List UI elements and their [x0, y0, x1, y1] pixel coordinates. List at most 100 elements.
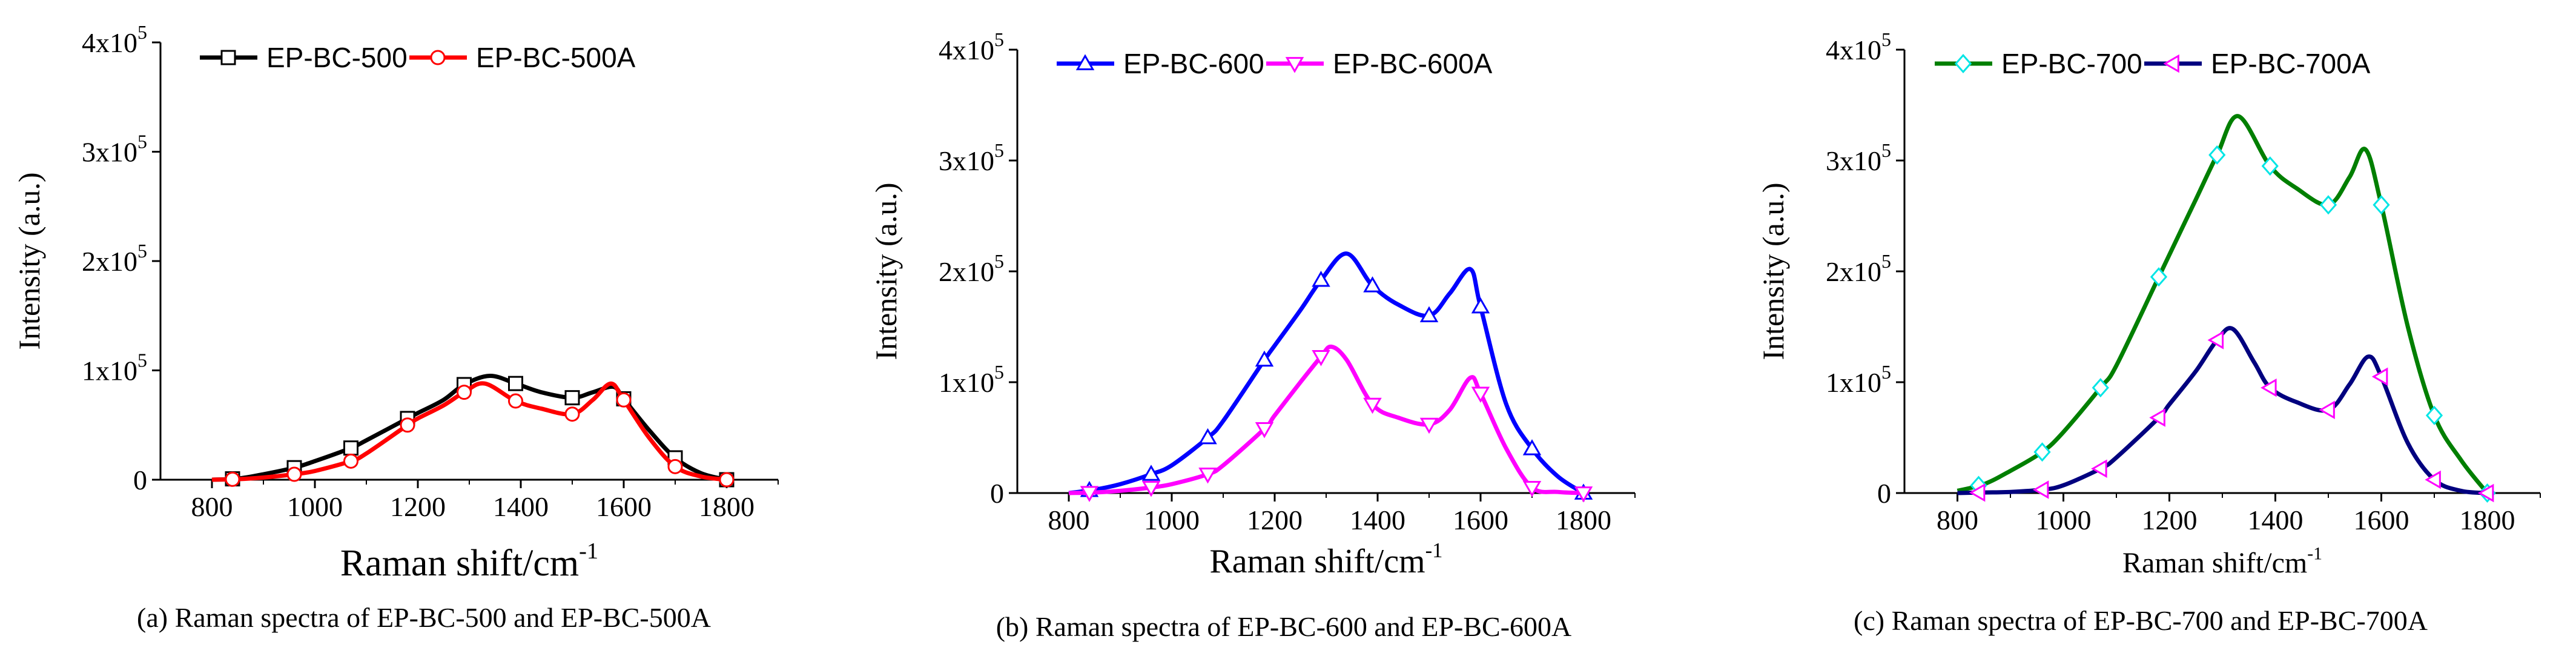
data-point-marker: [508, 376, 523, 391]
x-tick-label: 800: [1937, 505, 1978, 535]
data-point-marker: [1471, 297, 1490, 314]
legend-label: EP-BC-600A: [1333, 48, 1493, 79]
legend-label: EP-BC-500: [266, 42, 408, 73]
data-point-marker: [1363, 397, 1382, 414]
legend-item: EP-BC-700: [1935, 48, 2142, 79]
series-line: [211, 373, 727, 482]
legend-label: EP-BC-700: [2001, 48, 2142, 79]
data-point-marker: [508, 393, 523, 409]
data-point-marker: [1255, 350, 1274, 367]
legend-swatch-marker: [1075, 54, 1095, 70]
legend-label: EP-BC-500A: [476, 42, 636, 73]
data-point-marker: [2425, 405, 2443, 425]
y-tick-label: 2x105: [82, 240, 147, 277]
y-tick-label: 0: [133, 465, 147, 495]
y-tick-label: 4x105: [82, 21, 147, 58]
data-point-marker: [1969, 483, 1986, 502]
data-point-marker: [1198, 468, 1217, 484]
data-point-marker: [564, 406, 580, 422]
x-tick-label: 1800: [2460, 505, 2515, 535]
legend-swatch-marker: [1954, 53, 1972, 74]
data-point-marker: [2208, 145, 2226, 165]
legend-item: EP-BC-600: [1057, 48, 1264, 79]
panel-caption: (c) Raman spectra of EP-BC-700 and EP-BC…: [1854, 605, 2428, 636]
y-tick-label: 1x105: [1826, 361, 1891, 398]
data-point-marker: [2092, 378, 2109, 398]
y-tick-label: 3x105: [1826, 139, 1891, 176]
data-point-marker: [2477, 483, 2494, 503]
x-tick-label: 1200: [2142, 505, 2198, 535]
data-point-marker: [1522, 439, 1542, 455]
y-tick-label: 4x105: [1826, 28, 1891, 65]
legend-label: EP-BC-600: [1123, 48, 1264, 79]
x-tick-label: 800: [191, 491, 233, 522]
data-point-marker: [286, 466, 302, 482]
y-tick-label: 1x105: [82, 349, 147, 386]
chart-panel-3: 800 1000 1200 1400 1600 1800 0 1x105 2x105 3x105 4…: [1756, 28, 2541, 636]
data-point-marker: [2149, 408, 2165, 427]
y-axis-title: Intensity (a.u.): [1756, 183, 1790, 360]
y-tick-label: 0: [1877, 478, 1891, 509]
x-tick-label: 1400: [1350, 505, 1405, 535]
y-tick-label: 2x105: [1826, 250, 1891, 287]
x-axis-title: Raman shift/cm-1: [340, 538, 598, 584]
y-axis-title: Intensity (a.u.): [869, 183, 903, 360]
legend: EP-BC-700 EP-BC-700A: [1935, 48, 2371, 79]
y-tick-label: 3x105: [939, 139, 1004, 176]
data-point-marker: [2373, 195, 2390, 215]
data-point-marker: [1141, 465, 1161, 481]
data-point-marker: [2425, 470, 2441, 489]
y-axis-title: Intensity (a.u.): [12, 173, 46, 350]
x-tick-label: 1000: [1144, 505, 1200, 535]
x-tick-label: 1000: [2036, 505, 2092, 535]
data-point-marker: [1312, 270, 1330, 287]
chart-panel-2: 800 1000 1200 1400 1600 1800 0 1x105 2x105 3x105 4…: [869, 28, 1636, 642]
series-2: [1068, 344, 1593, 503]
x-tick-label: 1000: [287, 491, 343, 522]
data-point-marker: [1080, 486, 1099, 502]
legend-swatch-marker: [220, 50, 236, 65]
x-tick-label: 1600: [596, 491, 652, 522]
data-point-marker: [457, 385, 472, 400]
y-tick-label: 0: [990, 478, 1004, 509]
x-tick-label: 1800: [1556, 505, 1611, 535]
data-point-marker: [1471, 386, 1490, 403]
data-point-marker: [343, 440, 358, 456]
data-point-marker: [1255, 422, 1274, 439]
y-tick-label: 1x105: [939, 361, 1004, 398]
data-point-marker: [719, 472, 735, 488]
chart-panel-1: 800 1000 1200 1400 1600 1800 0 1x105 2x105 3x105 4…: [12, 21, 779, 633]
data-point-marker: [2033, 442, 2051, 462]
x-tick-label: 800: [1048, 505, 1090, 535]
data-point-marker: [2261, 156, 2279, 176]
series-line: [1068, 251, 1585, 495]
x-tick-label: 1600: [1453, 505, 1508, 535]
series-1: [1957, 114, 2496, 503]
data-point-marker: [2091, 459, 2107, 478]
legend-item: EP-BC-600A: [1266, 48, 1493, 79]
data-point-marker: [400, 417, 415, 433]
x-axis-title: Raman shift/cm-1: [1209, 538, 1442, 580]
data-point-marker: [564, 390, 580, 406]
x-tick-label: 1400: [493, 491, 549, 522]
data-point-marker: [1198, 428, 1217, 445]
series-2: [211, 381, 735, 488]
data-point-marker: [616, 392, 632, 408]
y-tick-label: 3x105: [82, 131, 147, 168]
data-point-marker: [2032, 480, 2049, 499]
data-point-marker: [2150, 267, 2168, 287]
x-tick-label: 1600: [2354, 505, 2409, 535]
data-point-marker: [667, 459, 683, 474]
legend-swatch-marker: [2163, 54, 2179, 73]
series-line: [1068, 344, 1584, 495]
data-point-marker: [225, 471, 240, 487]
legend-label: EP-BC-700A: [2211, 48, 2371, 79]
y-tick-label: 2x105: [939, 250, 1004, 287]
legend: EP-BC-600 EP-BC-600A: [1057, 48, 1493, 79]
x-tick-label: 1200: [1247, 505, 1303, 535]
data-point-marker: [2319, 400, 2335, 419]
data-point-marker: [1141, 481, 1161, 497]
data-point-marker: [343, 453, 358, 469]
